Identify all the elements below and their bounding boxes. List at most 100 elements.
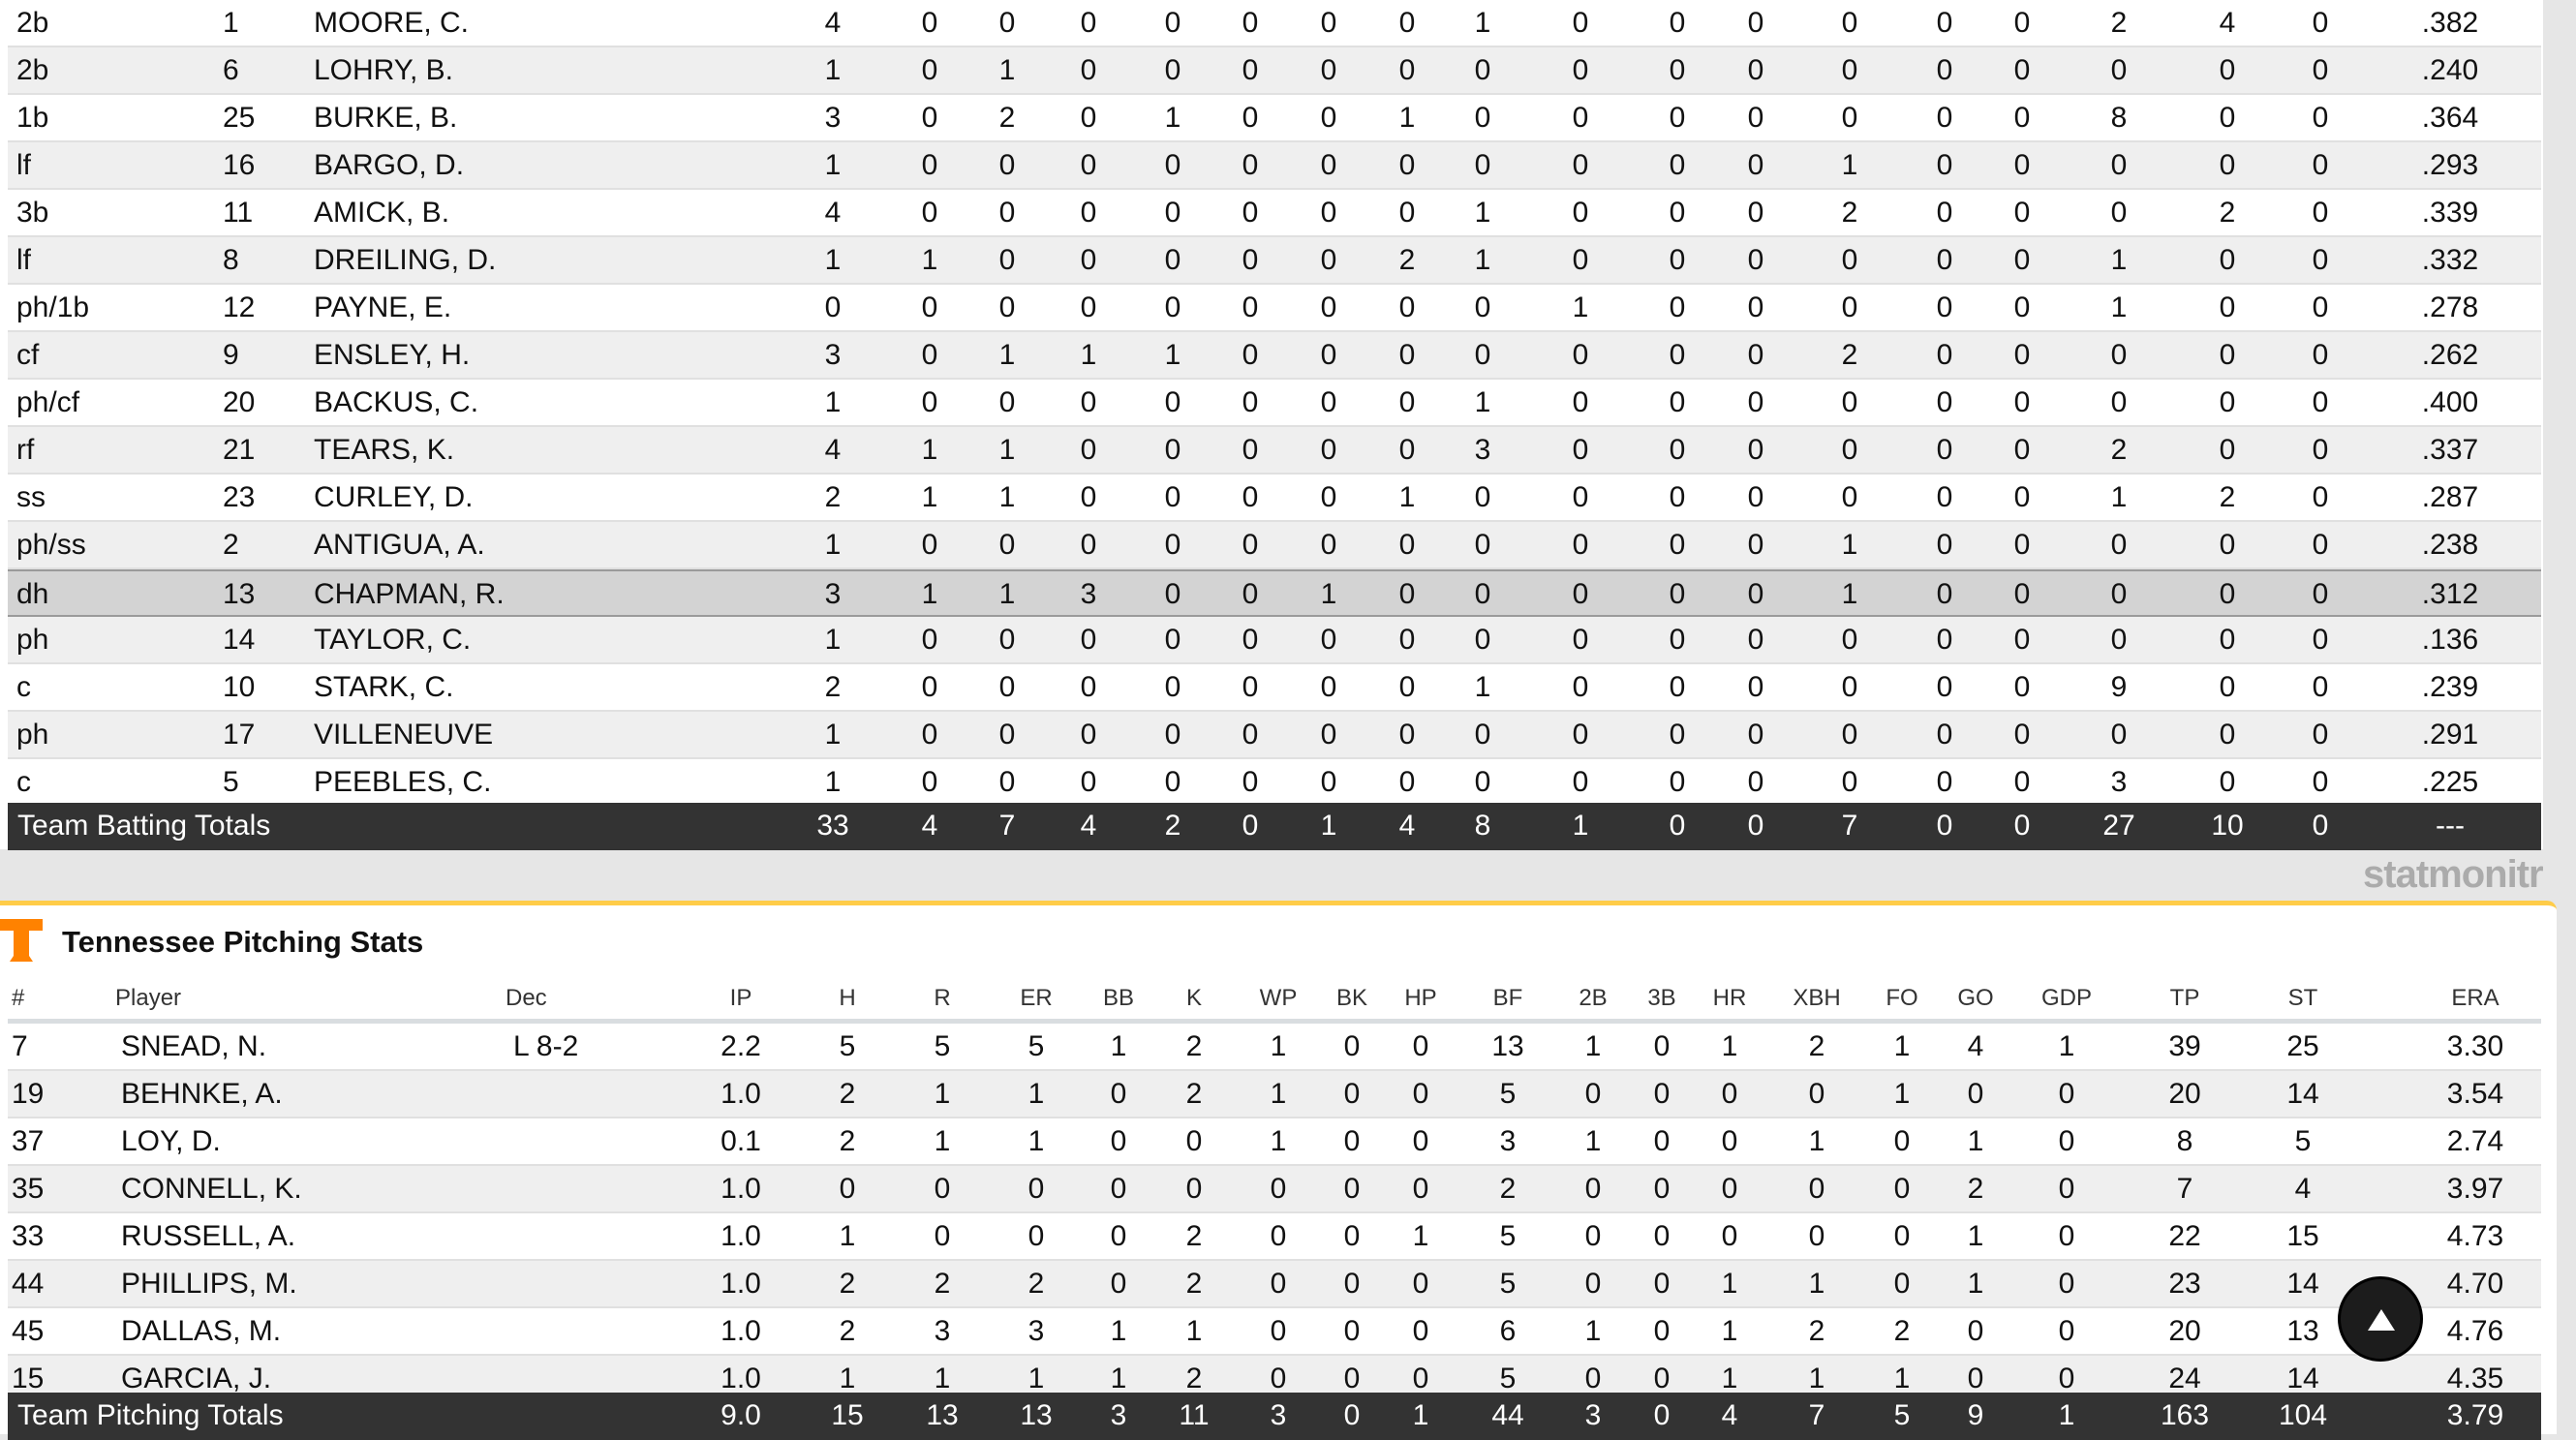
player-name: PHILLIPS, M. (121, 1268, 297, 1300)
table-row[interactable]: ph 14 TAYLOR, C. 1 0 0 0 0 0 0 0 0 0 0 0 0 0 0 0 0 0 .136 (8, 617, 2541, 664)
totals-label: Team Pitching Totals (17, 1399, 284, 1431)
stat-value: 3 (1474, 434, 1491, 466)
position: dh (16, 578, 49, 610)
position: 3b (16, 197, 49, 229)
stat-value: 20 (2168, 1315, 2201, 1347)
table-row[interactable]: lf 16 BARGO, D. 1 0 0 0 0 0 0 0 0 0 0 0 1 0 0 0 0 0 .293 (8, 142, 2541, 190)
stat-value: 1 (1320, 810, 1337, 842)
stat-value: 0 (1320, 719, 1337, 751)
batting-average: .239 (2421, 671, 2479, 703)
stat-value: 0 (2013, 102, 2031, 134)
stat-value: 1 (1474, 7, 1491, 39)
table-row[interactable]: cf 9 ENSLEY, H. 3 0 1 1 1 0 0 0 0 0 0 0 2 0 0 0 0 0 .262 (8, 332, 2541, 380)
stat-value: 0 (2312, 197, 2329, 229)
stat-value: 0 (1474, 291, 1491, 323)
table-row[interactable]: 33 RUSSELL, A. 1.0 1 0 0 0 2 0 0 1 5 0 0 0 0 0 1 0 22 15 4.73 (8, 1213, 2541, 1261)
stat-value: 0 (1747, 481, 1764, 513)
stat-value: 0 (1747, 766, 1764, 798)
table-row[interactable]: 19 BEHNKE, A. 1.0 2 1 1 0 2 1 0 0 5 0 0 0 0 1 0 0 20 14 3.54 (8, 1071, 2541, 1118)
stat-value: 1 (1080, 339, 1097, 371)
stat-value: 0 (1398, 54, 1416, 86)
table-row[interactable]: lf 8 DREILING, D. 1 1 0 0 0 0 0 2 1 0 0 0 0 0 0 1 0 0 .332 (8, 237, 2541, 285)
position: lf (16, 149, 31, 181)
stat-value: 0 (1343, 1220, 1361, 1252)
stat-value: 1 (1474, 197, 1491, 229)
stat-value: 0 (1474, 481, 1491, 513)
table-row[interactable]: 35 CONNELL, K. 1.0 0 0 0 0 0 0 0 0 2 0 0 0 0 0 2 0 7 4 3.97 (8, 1166, 2541, 1213)
stat-value: 0 (1080, 291, 1097, 323)
table-row[interactable]: 1b 25 BURKE, B. 3 0 2 0 1 0 0 1 0 0 0 0 0 0 0 8 0 0 .364 (8, 95, 2541, 142)
stat-value: 8 (2176, 1125, 2193, 1157)
table-row[interactable]: c 5 PEEBLES, C. 1 0 0 0 0 0 0 0 0 0 0 0 0 0 0 3 0 0 .225 (8, 759, 2541, 807)
player-name: CHAPMAN, R. (314, 578, 505, 610)
stat-value: 0 (1320, 434, 1337, 466)
stat-value: 0 (2110, 578, 2128, 610)
table-row[interactable]: 7 SNEAD, N. L 8-2 2.2 5 5 5 1 2 1 0 0 13 1 0 1 2 1 4 1 39 25 3… (8, 1024, 2541, 1071)
stat-value: 2 (824, 481, 842, 513)
stat-value: 0 (1474, 719, 1491, 751)
jersey-number: 11 (223, 197, 254, 229)
stat-value: 0 (1747, 434, 1764, 466)
stat-value: 0 (1080, 434, 1097, 466)
stat-value: 0 (1721, 1078, 1738, 1110)
stat-value: 0 (1572, 671, 1589, 703)
stat-value: 0 (2312, 149, 2329, 181)
scroll-to-top-button[interactable] (2338, 1276, 2423, 1362)
table-row[interactable]: dh 13 CHAPMAN, R. 3 1 1 3 0 0 1 0 0 0 0 0 1 0 0 0 0 0.312 (8, 569, 2541, 617)
stat-value: 0 (921, 671, 938, 703)
table-row[interactable]: c 10 STARK, C. 2 0 0 0 0 0 0 0 1 0 0 0 0 0 0 9 0 0.239 (8, 664, 2541, 712)
stat-value: 0 (1398, 766, 1416, 798)
stat-value: 0 (1747, 719, 1764, 751)
stat-value: 0 (1398, 529, 1416, 561)
table-row[interactable]: 45 DALLAS, M. 1.0 2 3 3 1 1 0 0 0 6 1 0 1 2 2 0 0 20 13 4.76 (8, 1308, 2541, 1356)
table-row[interactable]: ph/ss 2 ANTIGUA, A. 1 0 0 0 0 0 0 0 0 0 0 0 1 0 0 0 0 0 .238 (8, 522, 2541, 569)
stat-value: 0 (1242, 766, 1259, 798)
stat-value: 0 (1164, 624, 1181, 656)
stat-value: 0 (1242, 578, 1259, 610)
stat-value: 0 (1653, 1125, 1671, 1157)
stat-value: 0 (1080, 481, 1097, 513)
stat-value: 0 (1841, 719, 1858, 751)
table-row[interactable]: rf 21 TEARS, K. 4 1 1 0 0 0 0 0 3 0 0 0 0 0 0 2 0 0 .337 (8, 427, 2541, 475)
decision: L 8-2 (513, 1030, 579, 1062)
stat-value: 0.1 (721, 1125, 761, 1157)
player-name: DALLAS, M. (121, 1315, 282, 1347)
stat-value: 0 (2058, 1173, 2075, 1205)
stat-value: 1 (1164, 102, 1181, 134)
stat-value: 0 (2110, 529, 2128, 561)
table-row[interactable]: 3b 11 AMICK, B. 4 0 0 0 0 0 0 0 1 0 0 0 2 0 0 0 2 0 .339 (8, 190, 2541, 237)
jersey-number: 35 (12, 1173, 45, 1205)
table-row[interactable]: 2b 6 LOHRY, B. 1 0 1 0 0 0 0 0 0 0 0 0 0 0 0 0 0 0 .240 (8, 47, 2541, 95)
stat-value: 0 (2013, 54, 2031, 86)
table-row[interactable]: ss 23 CURLEY, D. 2 1 1 0 0 0 0 1 0 0 0 0 0 0 0 1 2 0 .287 (8, 475, 2541, 522)
stat-value: 0 (1110, 1173, 1127, 1205)
stat-value: 0 (2058, 1078, 2075, 1110)
table-row[interactable]: 44 PHILLIPS, M. 1.0 2 2 2 0 2 0 0 0 5 0 0 1 1 0 1 0 23 14 4.7… (8, 1261, 2541, 1308)
jersey-number: 5 (223, 766, 239, 798)
stat-value: 0 (1164, 481, 1181, 513)
stat-value: 0 (1412, 1030, 1429, 1062)
stat-value: 1 (1572, 291, 1589, 323)
stat-value: 0 (1164, 766, 1181, 798)
table-row[interactable]: ph 17 VILLENEUVE 1 0 0 0 0 0 0 0 0 0 0 0 0 0 0 0 0 0 .291 (8, 712, 2541, 759)
stat-value: 0 (1412, 1315, 1429, 1347)
table-row[interactable]: 37 LOY, D. 0.1 2 1 1 0 0 1 0 0 3 1 0 0 1 0 1 0 8 5 2.74 (8, 1118, 2541, 1166)
stat-value: 1.0 (721, 1363, 761, 1394)
table-row[interactable]: ph/cf 20 BACKUS, C. 1 0 0 0 0 0 0 0 1 0 0 0 0 0 0 0 0 0 .400 (8, 380, 2541, 427)
stat-value: 0 (2312, 578, 2329, 610)
stat-value: 2 (1893, 1315, 1911, 1347)
table-row[interactable]: ph/1b 12 PAYNE, E. 0 0 0 0 0 0 0 0 0 1 0 0 0 0 0 1 0 0 .278 (8, 285, 2541, 332)
table-row[interactable]: 2b 1 MOORE, C. 4 0 0 0 0 0 0 0 1 0 0 0 0 0 0 2 4 0 .382 (8, 0, 2541, 47)
stat-value: 1 (824, 529, 842, 561)
column-header: ST (2287, 985, 2318, 1011)
stat-value: 5 (1893, 1399, 1911, 1431)
stat-value: 0 (2013, 149, 2031, 181)
stat-value: 0 (1936, 719, 1953, 751)
batting-average: .240 (2421, 54, 2479, 86)
stat-value: 0 (2013, 481, 2031, 513)
stat-value: 1 (1584, 1125, 1602, 1157)
stat-value: 3 (1080, 578, 1097, 610)
stat-value: 0 (1320, 339, 1337, 371)
player-name: MOORE, C. (314, 7, 470, 39)
stat-value: 7 (1841, 810, 1858, 842)
